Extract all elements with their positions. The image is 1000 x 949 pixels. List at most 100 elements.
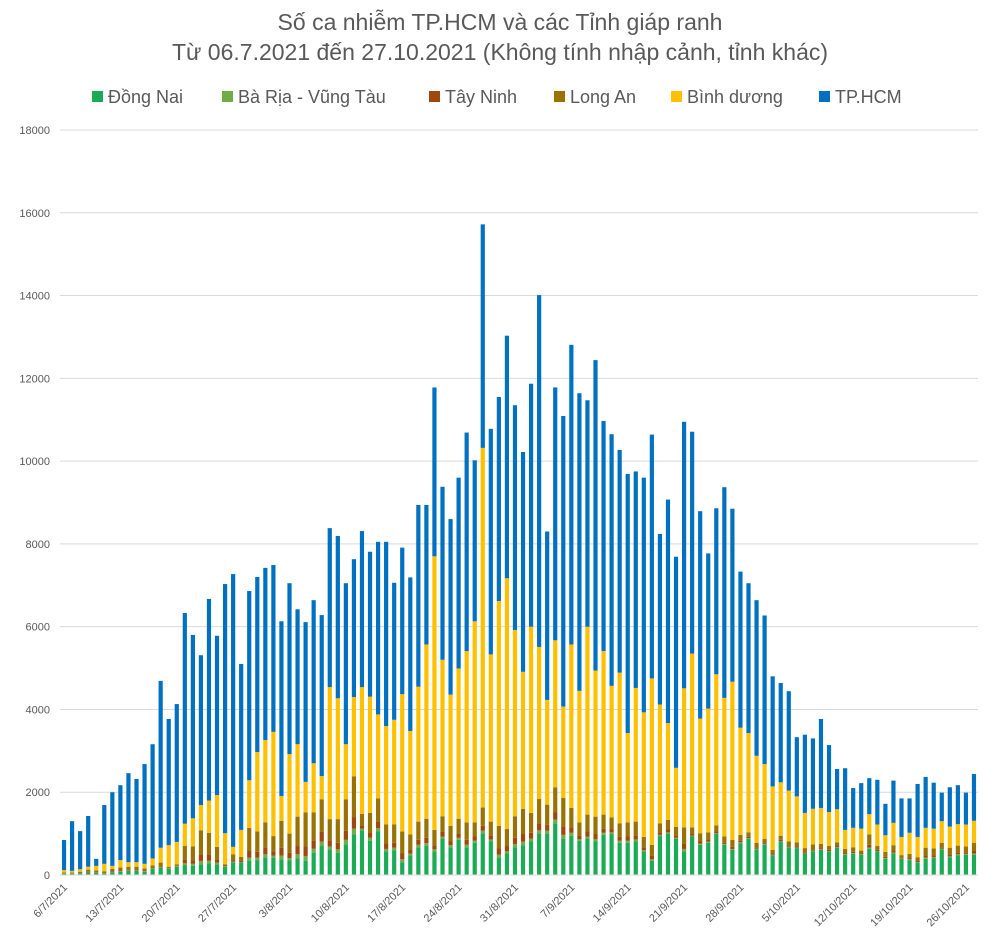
y-tick-label: 14000	[19, 291, 50, 303]
bar-segment-long-an	[875, 846, 880, 850]
bar-segment-dong-nai	[303, 860, 308, 875]
bar-segment-dong-nai	[851, 853, 856, 875]
bar-segment-tp-hcm	[657, 533, 663, 705]
bar-segment-long-an	[794, 842, 799, 847]
bar-segment-tp-hcm	[231, 574, 236, 847]
bar-segment-tay-ninh	[601, 828, 606, 833]
bar-segment-tay-ninh	[947, 854, 952, 857]
bar-segment-tp-hcm	[94, 858, 99, 866]
bar-segment-binh-duong	[569, 644, 574, 808]
bar-segment-ba-ria-vung-tau	[247, 857, 252, 861]
bar-segment-tp-hcm	[134, 778, 139, 863]
bar-segment-dong-nai	[504, 853, 510, 875]
bar-segment-long-an	[528, 812, 534, 833]
bar-segment-ba-ria-vung-tau	[593, 838, 598, 842]
bar-segment-dong-nai	[625, 842, 630, 875]
bar-segment-tp-hcm	[150, 744, 155, 859]
bar-segment-binh-duong	[545, 699, 550, 805]
bar-segment-long-an	[335, 819, 340, 843]
bar-segment-tp-hcm	[867, 778, 872, 815]
bar-segment-tp-hcm	[400, 547, 405, 695]
bar-segment-tp-hcm	[641, 477, 646, 713]
legend-item: TP.HCM	[819, 87, 902, 107]
bar-segment-dong-nai	[826, 851, 832, 875]
bar-segment-long-an	[400, 831, 405, 854]
bar-segment-ba-ria-vung-tau	[545, 830, 550, 834]
bar-segment-tay-ninh	[971, 850, 977, 854]
bar-segment-binh-duong	[94, 865, 99, 871]
legend-swatch	[819, 91, 830, 102]
x-tick-label: 12/10/2021	[812, 882, 859, 929]
bar-segment-tp-hcm	[255, 577, 260, 753]
bar-segment-binh-duong	[931, 828, 936, 849]
bar-segment-long-an	[214, 846, 220, 860]
bar-segment-tp-hcm	[359, 531, 365, 688]
bar-segment-tp-hcm	[408, 577, 413, 731]
bar-segment-dong-nai	[722, 844, 727, 875]
bar-segment-dong-nai	[142, 871, 147, 875]
bar-segment-tp-hcm	[665, 499, 671, 724]
y-axis-ticks: 0 2000 4000 6000 8000 10000 12000 14000 16000 180…	[19, 125, 50, 882]
bar-segment-long-an	[408, 834, 413, 850]
bar-segment-tay-ninh	[778, 839, 783, 842]
bar-segment-long-an	[174, 864, 179, 866]
bar-segment-dong-nai	[673, 838, 679, 875]
bar-segment-tay-ninh	[319, 831, 324, 842]
bar-segment-binh-duong	[150, 858, 155, 866]
bar-segment-tp-hcm	[649, 434, 654, 679]
x-tick-label: 19/10/2021	[868, 882, 915, 929]
bar-segment-tp-hcm	[384, 541, 389, 726]
legend-item: Bà Rịa - Vũng Tàu	[222, 87, 386, 107]
bar-segment-dong-nai	[794, 848, 799, 875]
bar-segment-binh-duong	[681, 688, 687, 828]
bar-segment-tp-hcm	[706, 553, 711, 709]
bar-segment-tp-hcm	[810, 738, 816, 809]
bar-segment-binh-duong	[416, 686, 421, 822]
bar-segment-ba-ria-vung-tau	[657, 834, 663, 837]
bar-segment-tp-hcm	[432, 387, 437, 557]
bar-segment-binh-duong	[351, 697, 357, 777]
bar-segment-long-an	[279, 820, 284, 848]
bar-segment-binh-duong	[609, 685, 614, 818]
bar-segment-dong-nai	[190, 865, 195, 875]
bar-segment-binh-duong	[287, 754, 292, 834]
bar-segment-ba-ria-vung-tau	[553, 819, 558, 824]
bar-segment-ba-ria-vung-tau	[295, 854, 300, 859]
bar-segment-ba-ria-vung-tau	[367, 837, 373, 841]
bar-segment-ba-ria-vung-tau	[971, 853, 977, 855]
legend-label: Tây Ninh	[445, 87, 517, 107]
bar-segment-tay-ninh	[142, 870, 147, 872]
bar-segment-binh-duong	[295, 744, 300, 817]
bar-segment-dong-nai	[102, 873, 107, 875]
bar-segment-dong-nai	[448, 847, 453, 875]
bar-segment-tay-ninh	[392, 842, 397, 848]
x-tick-label: 27/7/2021	[196, 882, 239, 925]
bar-segment-binh-duong	[818, 807, 824, 844]
bar-segment-ba-ria-vung-tau	[408, 853, 413, 856]
bar-segment-dong-nai	[231, 862, 236, 875]
legend-label: Bình dương	[687, 87, 783, 107]
bar-segment-tay-ninh	[359, 825, 365, 829]
bar-segment-dong-nai	[456, 839, 461, 875]
bar-segment-long-an	[448, 825, 453, 842]
bar-segment-binh-duong	[206, 800, 212, 833]
legend-swatch	[429, 91, 440, 102]
bar-segment-binh-duong	[118, 860, 123, 868]
bar-segment-tp-hcm	[931, 782, 936, 829]
bar-segment-tay-ninh	[867, 844, 872, 848]
bar-segment-long-an	[456, 818, 461, 834]
bar-segment-binh-duong	[657, 704, 663, 824]
x-tick-label: 10/8/2021	[309, 882, 352, 925]
bar-segment-tay-ninh	[843, 853, 848, 855]
bar-segment-tp-hcm	[198, 655, 204, 806]
bar-segment-dong-nai	[279, 859, 284, 875]
bar-segment-dong-nai	[400, 862, 405, 875]
bar-segment-long-an	[198, 830, 204, 855]
bar-segment-long-an	[593, 816, 598, 835]
bar-segment-ba-ria-vung-tau	[472, 840, 477, 843]
x-tick-label: 17/8/2021	[365, 882, 408, 925]
bar-segment-tp-hcm	[939, 792, 944, 822]
bar-segment-tp-hcm	[826, 745, 832, 813]
bar-segment-binh-duong	[577, 690, 582, 823]
bar-segment-long-an	[392, 824, 397, 843]
